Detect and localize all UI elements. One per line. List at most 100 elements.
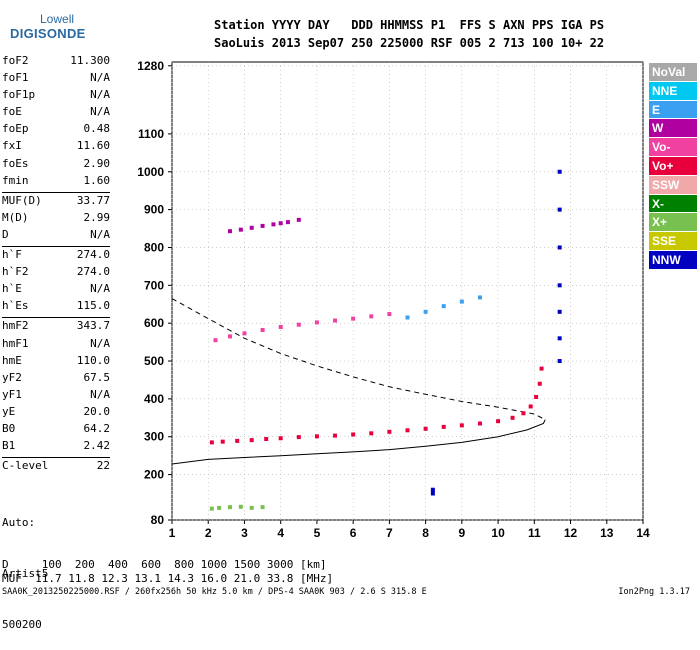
param-value: 343.7 [76, 319, 110, 333]
data-point [238, 504, 243, 509]
data-point [249, 438, 254, 443]
param-row: yF2 67.5 [2, 371, 110, 388]
param-value: 20.0 [83, 404, 111, 418]
param-value: 115.0 [76, 299, 110, 313]
y-tick-label: 1000 [137, 165, 164, 179]
param-name: yF2 [2, 370, 22, 384]
param-value: 1.60 [83, 173, 111, 187]
polarization-legend: NoVal NNE E W Vo- Vo+ SSW X- X+ SSE NNW [649, 63, 697, 270]
x-tick-label: 7 [386, 526, 393, 540]
data-point [296, 217, 301, 222]
data-point [249, 225, 254, 230]
data-point [528, 404, 533, 409]
param-row: fmin 1.60 [2, 174, 110, 191]
data-point [387, 312, 392, 317]
param-name: foF1 [2, 71, 29, 85]
auto-program: Artist5 [2, 567, 49, 580]
param-name: fxI [2, 139, 22, 153]
param-row: foF1p N/A [2, 88, 110, 105]
data-point [314, 434, 319, 439]
data-point [510, 415, 515, 420]
data-point [521, 411, 526, 416]
data-point [430, 487, 435, 492]
data-point [387, 429, 392, 434]
param-value: N/A [90, 105, 110, 119]
param-value: 274.0 [76, 248, 110, 262]
param-value: N/A [90, 336, 110, 350]
data-point [496, 419, 501, 424]
param-name: M(D) [2, 210, 29, 224]
param-row: foF2 11.300 [2, 54, 110, 71]
param-value: 110.0 [76, 353, 110, 367]
param-row: MUF(D) 33.77 [2, 194, 110, 211]
param-row: h`F 274.0 [2, 248, 110, 265]
data-point [557, 207, 562, 212]
param-name: foF2 [2, 54, 29, 67]
param-value: 2.90 [83, 156, 111, 170]
auto-label: Auto: [2, 516, 36, 529]
data-point [477, 421, 482, 426]
y-tick-label: 900 [144, 203, 164, 217]
data-point [227, 505, 232, 510]
param-row: yF1 N/A [2, 388, 110, 405]
param-value: 67.5 [83, 370, 111, 384]
param-value: N/A [90, 71, 110, 85]
param-name: B1 [2, 439, 16, 453]
data-point [278, 436, 283, 441]
data-point [264, 436, 269, 441]
dashed-profile-curve [171, 298, 546, 421]
data-point [235, 438, 240, 443]
param-name: h`Es [2, 299, 29, 313]
data-point [296, 435, 301, 440]
x-tick-label: 6 [350, 526, 357, 540]
param-value: 64.2 [83, 421, 111, 435]
legend-item: NoVal [649, 63, 697, 81]
param-row: h`Es 115.0 [2, 299, 110, 316]
header-line-2: SaoLuis 2013 Sep07 250 225000 RSF 005 2 … [214, 36, 605, 50]
data-point [405, 315, 410, 320]
param-name: foEs [2, 156, 29, 170]
data-point [534, 394, 539, 399]
logo-text-top: Lowell [40, 12, 75, 26]
data-point [351, 316, 356, 321]
y-tick-label: 500 [144, 354, 164, 368]
digisonde-logo: Lowell DIGISONDE [6, 8, 85, 52]
muf-row: MUF 11.7 11.8 12.3 13.1 14.3 16.0 21.0 3… [2, 572, 334, 585]
legend-item: NNE [649, 81, 697, 100]
x-tick-label: 11 [528, 526, 541, 540]
param-row: foEs 2.90 [2, 157, 110, 174]
logo-text-bottom: DIGISONDE [10, 26, 86, 41]
x-tick-label: 1 [169, 526, 176, 540]
data-point [369, 431, 374, 436]
data-point [314, 320, 319, 325]
data-point [217, 505, 222, 510]
data-point [430, 491, 435, 496]
y-tick-label: 600 [144, 316, 164, 330]
data-point [557, 283, 562, 288]
param-name: C-level [2, 459, 49, 473]
param-name: foF1p [2, 88, 36, 102]
x-tick-label: 13 [600, 526, 614, 540]
param-value: N/A [90, 387, 110, 401]
scaled-parameters-table: foF2 11.300 foF1 N/A foF1p N/A foE N/A foEp 0.48 f… [2, 54, 110, 476]
y-tick-label: 300 [144, 430, 164, 444]
data-point [260, 327, 265, 332]
param-value: 274.0 [76, 265, 110, 279]
data-point [423, 309, 428, 314]
param-value: 0.48 [83, 122, 111, 136]
param-name: h`F [2, 248, 22, 262]
param-row: hmF1 N/A [2, 337, 110, 354]
data-point [227, 229, 232, 234]
param-name: D [2, 227, 9, 241]
y-tick-label: 1100 [138, 127, 164, 141]
x-tick-label: 12 [564, 526, 578, 540]
param-name: foEp [2, 122, 29, 136]
data-point [557, 169, 562, 174]
y-tick-label: 1280 [137, 59, 164, 73]
distance-row: D 100 200 400 600 800 1000 1500 3000 [km… [2, 558, 327, 571]
x-tick-label: 3 [241, 526, 248, 540]
param-value: 22 [96, 459, 110, 473]
x-tick-label: 8 [422, 526, 429, 540]
y-tick-label: 800 [144, 240, 164, 254]
param-value: 11.300 [70, 54, 110, 67]
